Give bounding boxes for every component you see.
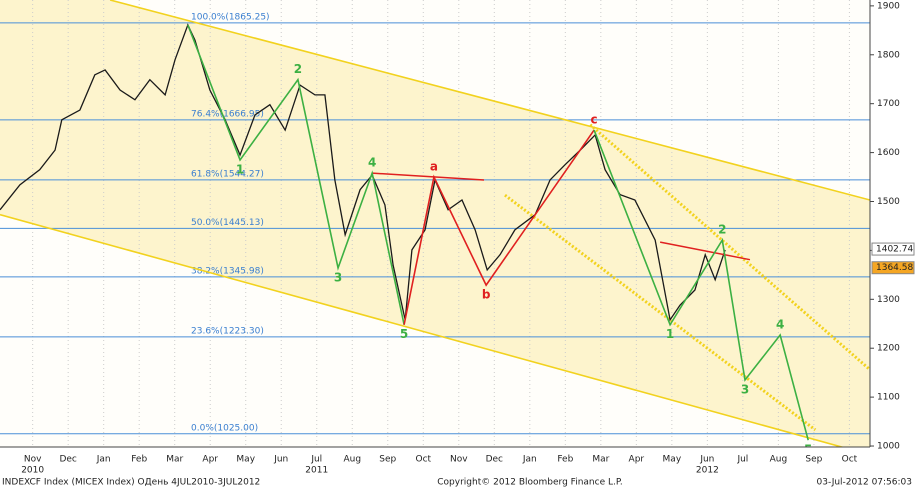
x-tick-label: Jul <box>736 455 748 465</box>
y-tick-label: 1300 <box>877 295 900 305</box>
wave-label: 1 <box>236 162 244 176</box>
wave-line <box>403 129 595 325</box>
wave-label: 4 <box>776 318 784 332</box>
price-tag <box>871 261 915 275</box>
y-tick-label: 1500 <box>877 197 900 207</box>
resistance-line <box>659 241 751 261</box>
wave-label: a <box>430 160 438 174</box>
y-tick-label: 1200 <box>877 344 900 354</box>
x-tick-label: Jan <box>522 455 537 465</box>
x-year-label: 2012 <box>696 466 719 476</box>
plot: 100.0%(1865.25) 76.4%(1666.95) 61.8%(1544.… <box>0 0 870 457</box>
x-tick-label: Sep <box>805 455 822 465</box>
x-tick-label: Jun <box>699 455 714 465</box>
footer-right: 03-Jul-2012 07:56:03 <box>817 478 913 488</box>
wave-line <box>593 129 809 441</box>
x-tick-label: Jan <box>96 455 111 465</box>
x-year-label: 2010 <box>21 466 44 476</box>
x-tick-label: Dec <box>486 455 503 465</box>
footer-left: INDEXCF Index (MICEX Index) ОДень 4JUL20… <box>2 478 260 488</box>
wave-label: 3 <box>334 271 342 285</box>
x-tick-label: Feb <box>131 455 147 465</box>
fib-label: 38.2%(1345.98) <box>191 266 264 276</box>
wave-line <box>187 24 405 325</box>
fib-label: 0.0%(1025.00) <box>191 423 258 433</box>
wave-label: 4 <box>368 156 376 170</box>
wave-label: 3 <box>741 382 749 396</box>
wave-label: 1 <box>666 327 674 341</box>
y-tick-label: 1800 <box>877 50 900 60</box>
x-tick-label: Oct <box>416 455 432 465</box>
x-tick-label: Feb <box>557 455 573 465</box>
fib-label: 100.0%(1865.25) <box>191 12 270 22</box>
wave-label: c <box>591 113 598 127</box>
x-tick-label: Sep <box>379 455 396 465</box>
x-tick-label: Jul <box>310 455 322 465</box>
x-tick-label: Aug <box>343 455 361 465</box>
channel-line <box>109 0 870 201</box>
price-tag-label: 1364.58 <box>876 263 913 273</box>
wave-label: 5 <box>804 443 812 457</box>
price-tag-label: 1402.74 <box>876 245 913 255</box>
fib-label: 61.8%(1544.27) <box>191 169 264 179</box>
wave-label: b <box>482 288 491 302</box>
x-tick-label: May <box>236 455 255 465</box>
x-tick-label: Nov <box>24 455 42 465</box>
x-tick-label: Apr <box>629 455 645 465</box>
x-tick-label: Mar <box>166 455 183 465</box>
fib-label: 50.0%(1445.13) <box>191 218 264 228</box>
y-tick-label: 1900 <box>877 1 900 11</box>
price-tag <box>871 242 915 256</box>
x-tick-label: Dec <box>59 455 76 465</box>
channel-line <box>589 123 870 371</box>
y-tick-label: 1700 <box>877 99 900 109</box>
y-tick-label: 1100 <box>877 393 900 403</box>
wave-label: 5 <box>400 327 408 341</box>
x-tick-label: May <box>663 455 682 465</box>
x-tick-label: Jun <box>273 455 288 465</box>
x-year-label: 2011 <box>305 466 328 476</box>
resistance-line <box>372 172 485 181</box>
x-tick-label: Mar <box>592 455 609 465</box>
y-tick-label: 1000 <box>877 442 900 452</box>
fib-label: 23.6%(1223.30) <box>191 326 264 336</box>
x-tick-label: Nov <box>450 455 468 465</box>
x-tick-label: Aug <box>770 455 788 465</box>
channel-line <box>504 193 817 432</box>
footer-center: Copyright© 2012 Bloomberg Finance L.P. <box>437 478 622 488</box>
x-tick-label: Apr <box>202 455 218 465</box>
fib-label: 76.4%(1666.95) <box>191 109 264 119</box>
y-tick-label: 1600 <box>877 148 900 158</box>
channel-fill <box>0 0 870 447</box>
channel-line <box>0 213 845 447</box>
wave-label: 2 <box>294 62 302 76</box>
x-tick-label: Oct <box>842 455 858 465</box>
wave-label: 2 <box>718 223 726 237</box>
